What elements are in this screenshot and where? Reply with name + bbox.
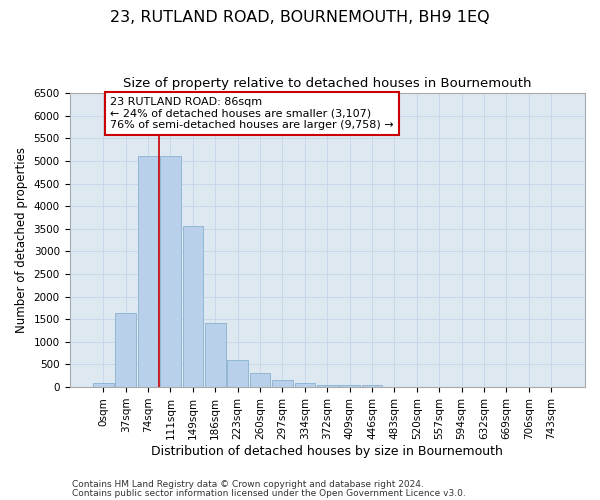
Bar bbox=[227, 360, 248, 387]
Bar bbox=[182, 226, 203, 387]
Bar bbox=[317, 385, 338, 387]
Bar bbox=[250, 374, 271, 387]
Title: Size of property relative to detached houses in Bournemouth: Size of property relative to detached ho… bbox=[123, 78, 532, 90]
Text: Contains HM Land Registry data © Crown copyright and database right 2024.: Contains HM Land Registry data © Crown c… bbox=[72, 480, 424, 489]
Bar bbox=[272, 380, 293, 387]
Bar bbox=[115, 314, 136, 387]
Bar bbox=[295, 384, 315, 387]
Bar bbox=[138, 156, 158, 387]
Bar bbox=[340, 384, 360, 387]
Text: 23, RUTLAND ROAD, BOURNEMOUTH, BH9 1EQ: 23, RUTLAND ROAD, BOURNEMOUTH, BH9 1EQ bbox=[110, 10, 490, 25]
Bar bbox=[93, 384, 113, 387]
Bar bbox=[362, 384, 382, 387]
Bar bbox=[205, 323, 226, 387]
Text: Contains public sector information licensed under the Open Government Licence v3: Contains public sector information licen… bbox=[72, 488, 466, 498]
Bar bbox=[160, 156, 181, 387]
Text: 23 RUTLAND ROAD: 86sqm
← 24% of detached houses are smaller (3,107)
76% of semi-: 23 RUTLAND ROAD: 86sqm ← 24% of detached… bbox=[110, 97, 394, 130]
X-axis label: Distribution of detached houses by size in Bournemouth: Distribution of detached houses by size … bbox=[151, 444, 503, 458]
Y-axis label: Number of detached properties: Number of detached properties bbox=[15, 147, 28, 333]
